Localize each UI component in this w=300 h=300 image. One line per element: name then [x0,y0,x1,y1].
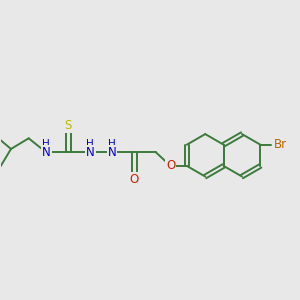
Text: N: N [108,146,117,159]
Text: Br: Br [274,138,287,151]
Text: O: O [130,172,139,185]
Text: H: H [43,139,50,148]
Text: S: S [64,119,72,132]
Text: H: H [86,139,94,148]
Text: O: O [166,159,175,172]
Text: H: H [108,139,116,148]
Text: N: N [86,146,94,159]
Text: N: N [42,146,51,159]
